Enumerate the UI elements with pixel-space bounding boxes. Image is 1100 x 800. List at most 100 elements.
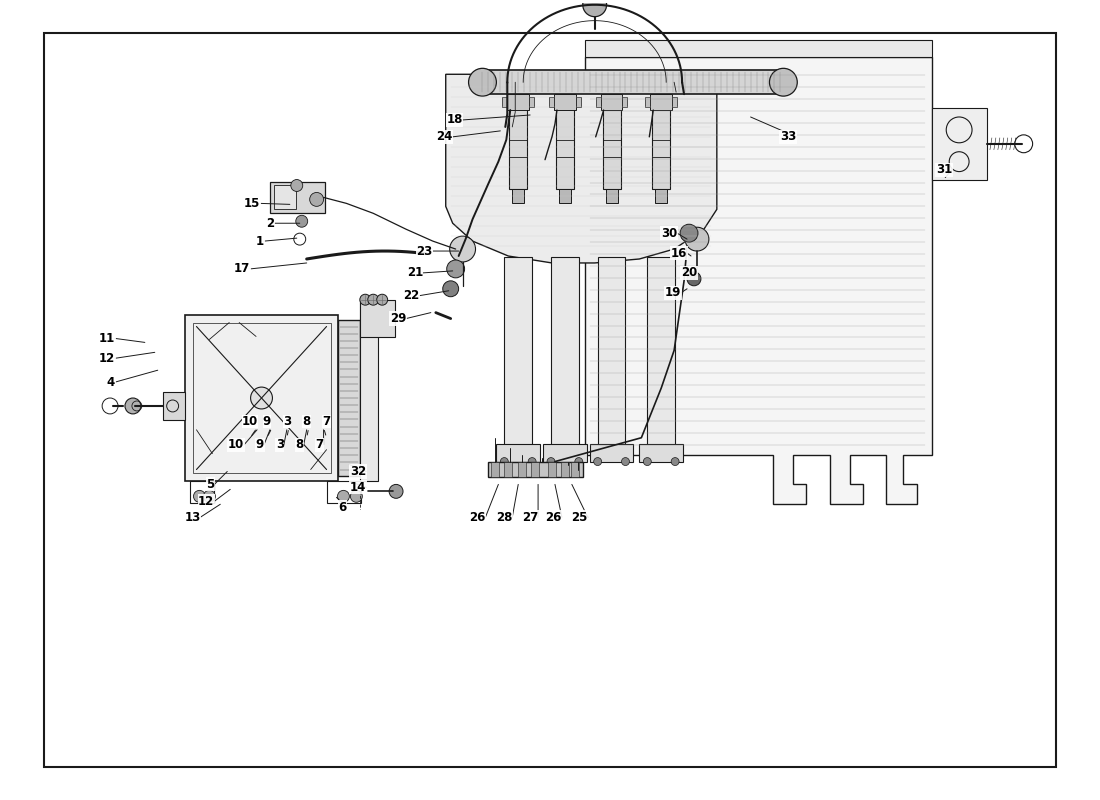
Text: 13: 13: [184, 510, 200, 524]
Bar: [507, 94, 529, 110]
Text: 21: 21: [407, 266, 422, 279]
Circle shape: [310, 193, 323, 206]
Text: 9: 9: [263, 415, 271, 428]
Text: 33: 33: [780, 130, 796, 143]
Circle shape: [469, 68, 496, 96]
Text: 2: 2: [266, 217, 274, 230]
Circle shape: [594, 458, 602, 466]
Bar: [606, 190, 617, 203]
Text: 5: 5: [206, 478, 214, 491]
Circle shape: [194, 490, 206, 502]
Bar: [585, 39, 933, 58]
Text: 26: 26: [546, 510, 562, 524]
Polygon shape: [446, 74, 717, 263]
Text: 30: 30: [661, 226, 678, 240]
Text: 19: 19: [664, 286, 681, 299]
Text: 26: 26: [469, 510, 485, 524]
Bar: [554, 94, 575, 110]
Bar: [561, 462, 569, 478]
Circle shape: [644, 458, 651, 466]
Bar: [529, 97, 535, 107]
Bar: [623, 97, 627, 107]
Bar: [361, 300, 378, 482]
Text: 31: 31: [936, 163, 953, 176]
Circle shape: [360, 294, 371, 305]
Text: 29: 29: [389, 312, 406, 325]
Bar: [549, 97, 554, 107]
Circle shape: [688, 272, 701, 286]
Bar: [488, 462, 583, 478]
Bar: [185, 314, 339, 482]
Bar: [646, 97, 650, 107]
Bar: [656, 190, 668, 203]
Circle shape: [447, 260, 464, 278]
Bar: [597, 257, 626, 448]
Circle shape: [583, 0, 606, 17]
Text: 32: 32: [350, 465, 366, 478]
Circle shape: [685, 227, 708, 251]
Text: 7: 7: [322, 415, 331, 428]
Circle shape: [125, 398, 141, 414]
Text: 7: 7: [316, 438, 323, 451]
Text: 6: 6: [338, 501, 346, 514]
Bar: [652, 100, 670, 190]
Text: 16: 16: [671, 246, 688, 259]
Text: 24: 24: [437, 130, 453, 143]
Bar: [647, 257, 675, 448]
Bar: [513, 190, 525, 203]
Text: 23: 23: [417, 245, 432, 258]
Bar: [189, 482, 214, 503]
Bar: [601, 94, 623, 110]
Circle shape: [367, 294, 378, 305]
Bar: [571, 462, 579, 478]
Bar: [492, 462, 499, 478]
Bar: [509, 100, 527, 190]
Text: 10: 10: [242, 415, 258, 428]
Circle shape: [500, 458, 508, 466]
Circle shape: [770, 68, 798, 96]
Circle shape: [547, 458, 556, 466]
Bar: [270, 182, 324, 214]
Text: 15: 15: [244, 197, 260, 210]
Text: 20: 20: [681, 266, 697, 279]
Circle shape: [389, 485, 403, 498]
Text: 8: 8: [302, 415, 311, 428]
Bar: [496, 444, 540, 462]
Bar: [575, 97, 581, 107]
Text: 25: 25: [571, 510, 587, 524]
Bar: [192, 322, 330, 474]
Bar: [274, 186, 296, 210]
Bar: [933, 108, 987, 179]
Bar: [518, 462, 526, 478]
Circle shape: [376, 294, 387, 305]
Bar: [603, 100, 620, 190]
Circle shape: [351, 490, 362, 502]
Text: 1: 1: [256, 234, 264, 248]
Text: 28: 28: [496, 510, 513, 524]
Bar: [531, 462, 539, 478]
Circle shape: [204, 490, 216, 502]
Bar: [590, 444, 634, 462]
Bar: [650, 94, 672, 110]
Polygon shape: [585, 58, 933, 504]
Bar: [339, 319, 361, 477]
Circle shape: [575, 458, 583, 466]
Bar: [559, 190, 571, 203]
Circle shape: [442, 281, 459, 297]
Text: 10: 10: [228, 438, 244, 451]
Text: 14: 14: [350, 481, 366, 494]
Bar: [596, 97, 601, 107]
Text: 18: 18: [447, 114, 463, 126]
Bar: [503, 97, 507, 107]
Bar: [672, 97, 678, 107]
Text: 3: 3: [276, 438, 284, 451]
Circle shape: [528, 458, 536, 466]
Circle shape: [296, 215, 308, 227]
Bar: [556, 100, 574, 190]
Text: 3: 3: [283, 415, 290, 428]
Text: 8: 8: [296, 438, 304, 451]
Bar: [163, 392, 185, 420]
Bar: [548, 462, 556, 478]
Bar: [504, 462, 513, 478]
Text: 22: 22: [403, 290, 419, 302]
